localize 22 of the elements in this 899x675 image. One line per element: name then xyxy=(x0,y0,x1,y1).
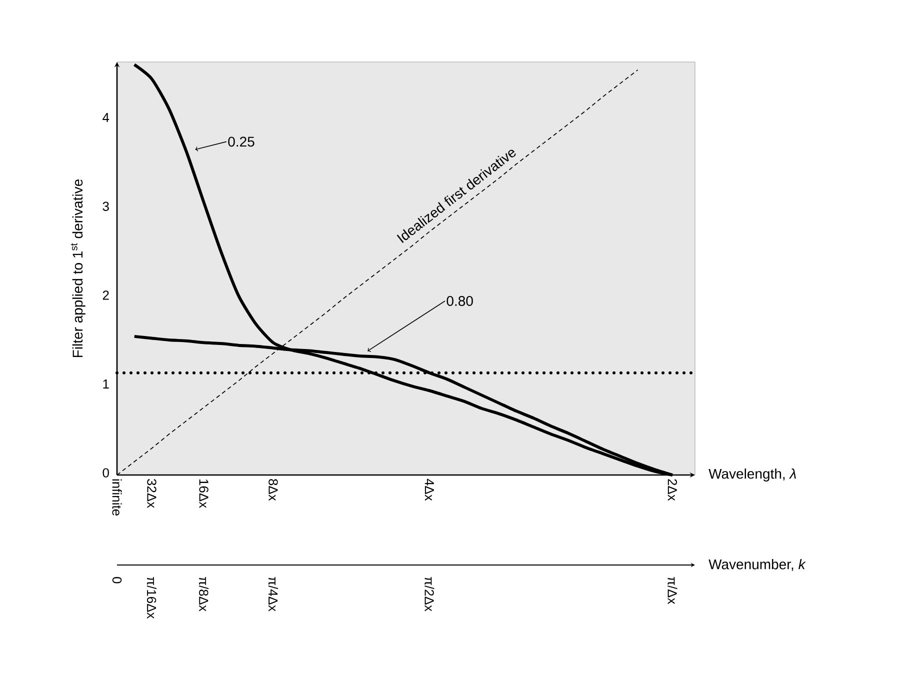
text: π/8Δx xyxy=(199,577,209,612)
text: π/2Δx xyxy=(424,577,434,612)
x-tick-label: infinite xyxy=(112,479,122,516)
x-tick-label: 32Δx xyxy=(147,479,156,508)
y-tick-label: 3 xyxy=(102,202,109,211)
text: π/16Δx xyxy=(146,577,156,619)
text: 0.80 xyxy=(446,296,473,306)
x-tick-label: 2Δx xyxy=(668,479,677,501)
text: π/Δx xyxy=(668,577,678,604)
x-tick-label: 8Δx xyxy=(268,479,278,501)
y-tick-label: 1 xyxy=(103,380,109,388)
x-axis-title: Wavelength, λ xyxy=(708,468,796,482)
y-tick-label: 4 xyxy=(102,113,110,122)
text: 0 xyxy=(112,577,122,584)
x-tick-label: 16Δx xyxy=(199,480,208,508)
y-tick-label: 2 xyxy=(102,290,109,300)
y-axis-title: Filter applied to 1$^{st}$ derivative xyxy=(70,179,86,358)
x2-axis-title: Wavenumber, k xyxy=(708,559,806,571)
text: π/4Δx xyxy=(268,577,278,612)
legend-label: 0.25 xyxy=(228,136,254,147)
x-tick-label: 4Δx xyxy=(424,478,434,501)
y-tick-label: 0 xyxy=(102,468,109,478)
